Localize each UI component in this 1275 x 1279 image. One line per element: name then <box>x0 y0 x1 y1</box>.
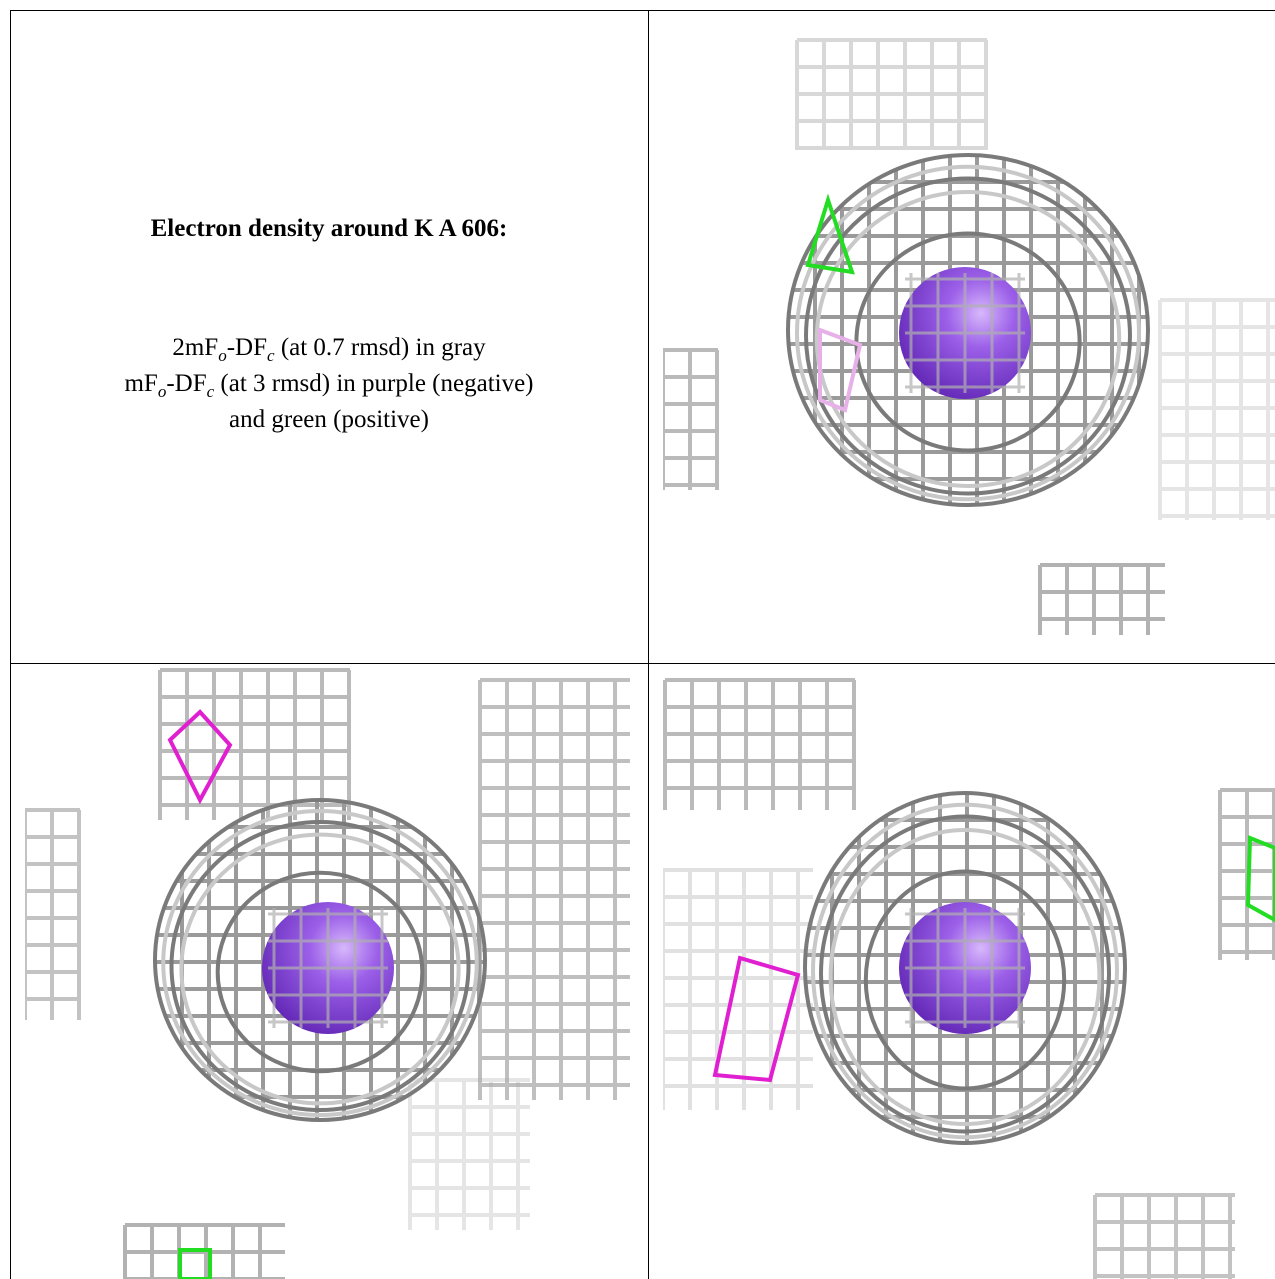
caption-line: mFo-DFc (at 3 rmsd) in purple (negative) <box>10 366 648 402</box>
density-image <box>663 678 1275 1279</box>
mesh-contour <box>863 869 1067 1091</box>
text: -DF <box>226 334 268 361</box>
mesh-front <box>905 273 1025 393</box>
difference-density <box>805 193 855 275</box>
difference-density <box>178 1248 212 1279</box>
mesh-fragment <box>795 38 988 150</box>
difference-density <box>818 327 863 413</box>
subscript: o <box>157 382 167 401</box>
text: and green (positive) <box>229 406 429 433</box>
caption-cell: Electron density around K A 606: 2mFo-DF… <box>10 10 648 663</box>
density-image <box>663 38 1275 635</box>
text: (at 3 rmsd) in purple (negative) <box>214 370 534 397</box>
mesh-contour <box>215 870 425 1074</box>
mesh-fragment <box>478 678 630 1100</box>
difference-density <box>1245 835 1275 923</box>
mesh-fragment <box>1038 563 1165 635</box>
mesh-fragment <box>408 1078 530 1230</box>
text: mF <box>124 370 158 397</box>
subscript: o <box>218 346 227 365</box>
divider <box>648 10 649 1279</box>
mesh-fragment <box>25 808 81 1020</box>
mesh-fragment <box>1158 298 1275 520</box>
text: -DF <box>166 370 207 397</box>
divider <box>10 663 1275 664</box>
mesh-front <box>905 908 1025 1028</box>
subscript: c <box>206 382 215 401</box>
mesh-fragment <box>663 868 813 1110</box>
text: 2mF <box>172 334 219 361</box>
mesh-fragment <box>158 668 351 820</box>
figure-frame <box>10 10 1275 1279</box>
mesh-contour <box>811 802 1119 1140</box>
mesh-contour <box>169 820 471 1112</box>
mesh-contour <box>804 176 1132 496</box>
mesh-front <box>268 908 388 1028</box>
subscript: c <box>267 346 275 365</box>
mesh-contour <box>786 153 1150 507</box>
mesh-contour <box>828 828 1102 1126</box>
caption-line: 2mFo-DFc (at 0.7 rmsd) in gray <box>10 330 648 366</box>
density-image <box>25 668 630 1279</box>
difference-density <box>167 709 233 805</box>
caption-lines: 2mFo-DFc (at 0.7 rmsd) in gray mFo-DFc (a… <box>10 330 648 438</box>
mesh-contour <box>161 809 479 1117</box>
caption-line: and green (positive) <box>10 402 648 438</box>
difference-density <box>712 955 801 1083</box>
mesh-contour <box>179 832 461 1106</box>
mesh-fragment <box>663 348 719 490</box>
mesh-fragment <box>1093 1193 1235 1279</box>
mesh-contour <box>795 164 1141 502</box>
mesh-contour <box>153 798 487 1122</box>
mesh-contour <box>803 791 1127 1145</box>
caption-title: Electron density around K A 606: <box>150 215 508 242</box>
text: (at 0.7 rmsd) in gray <box>274 334 486 361</box>
mesh-fragment <box>663 678 856 810</box>
mesh-contour <box>814 190 1122 488</box>
mesh-contour <box>819 814 1111 1134</box>
